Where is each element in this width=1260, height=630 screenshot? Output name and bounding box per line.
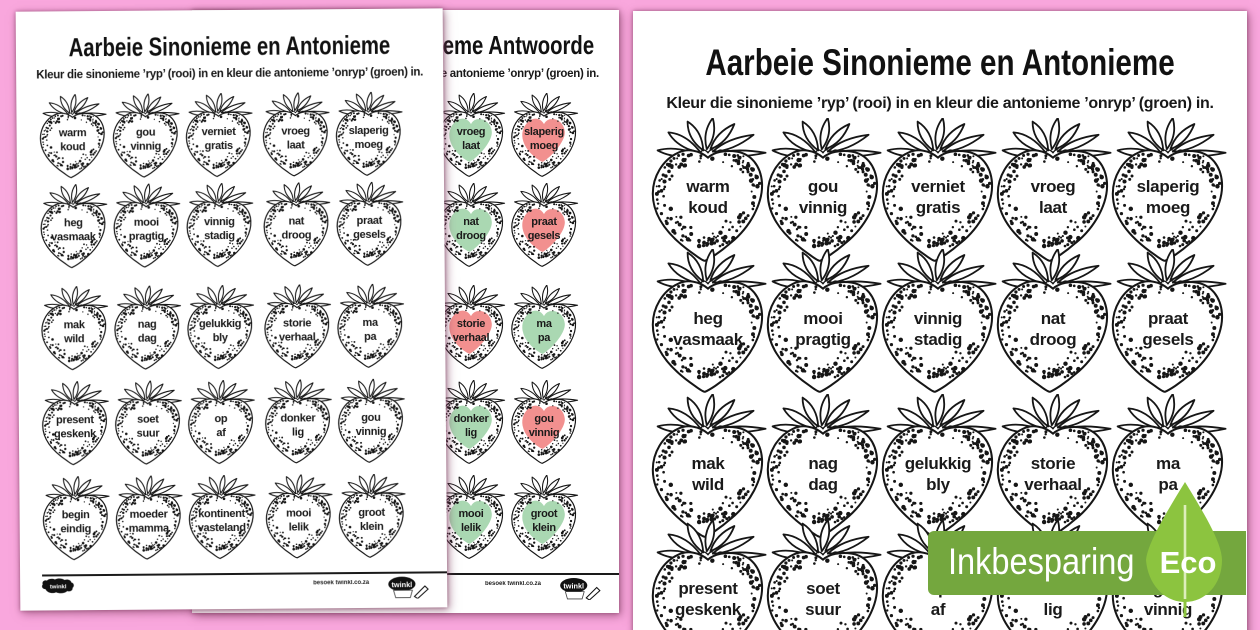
svg-text:twinkl: twinkl [563,582,584,591]
svg-text:twinkl: twinkl [392,580,413,589]
svg-text:twinkl: twinkl [50,584,67,590]
